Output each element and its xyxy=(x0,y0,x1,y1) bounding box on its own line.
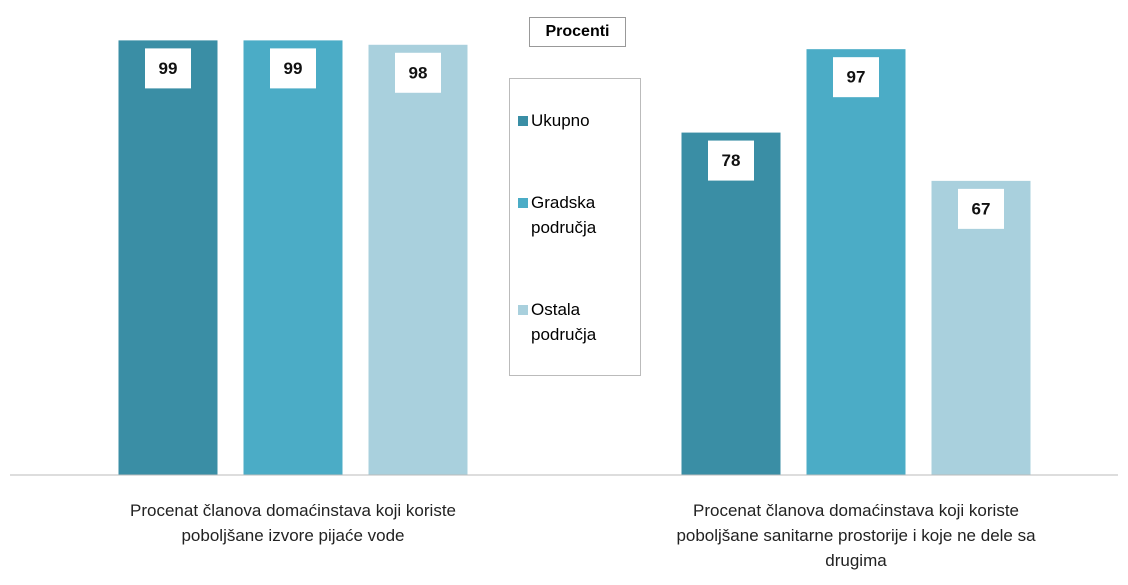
data-label-box xyxy=(708,140,754,181)
x-tick-label: Procenat članova domaćinstava koji koris… xyxy=(676,501,1036,570)
legend-swatch xyxy=(518,115,528,126)
data-label-box xyxy=(145,48,191,89)
data-label: 98 xyxy=(409,63,428,82)
data-label: 67 xyxy=(972,199,991,218)
data-label-box xyxy=(270,48,316,89)
legend-swatch xyxy=(518,197,528,208)
bar xyxy=(118,40,218,475)
data-label: 99 xyxy=(159,59,178,78)
data-label: 78 xyxy=(722,151,741,170)
chart-title: Procenti xyxy=(529,17,626,47)
legend-item: Ukupno xyxy=(518,108,634,133)
legend-label: Ostala područja xyxy=(531,299,597,344)
legend-label: Ukupno xyxy=(531,110,590,130)
legend-swatch xyxy=(518,304,528,315)
bar xyxy=(368,44,468,475)
bar xyxy=(243,40,343,475)
x-tick-label: Procenat članova domaćinstava koji koris… xyxy=(130,501,456,545)
data-label: 97 xyxy=(847,68,866,87)
data-label-box xyxy=(395,52,441,93)
legend-item: Gradska područja xyxy=(518,190,634,240)
data-label: 99 xyxy=(284,59,303,78)
bar xyxy=(806,49,906,476)
bar xyxy=(931,180,1031,475)
bar xyxy=(681,132,781,475)
legend-item: Ostala područja xyxy=(518,297,634,347)
legend: Ukupno Gradska područja Ostala područja xyxy=(509,78,641,376)
data-label-box xyxy=(958,188,1004,229)
legend-label: Gradska područja xyxy=(531,192,597,237)
data-label-box xyxy=(833,57,879,98)
